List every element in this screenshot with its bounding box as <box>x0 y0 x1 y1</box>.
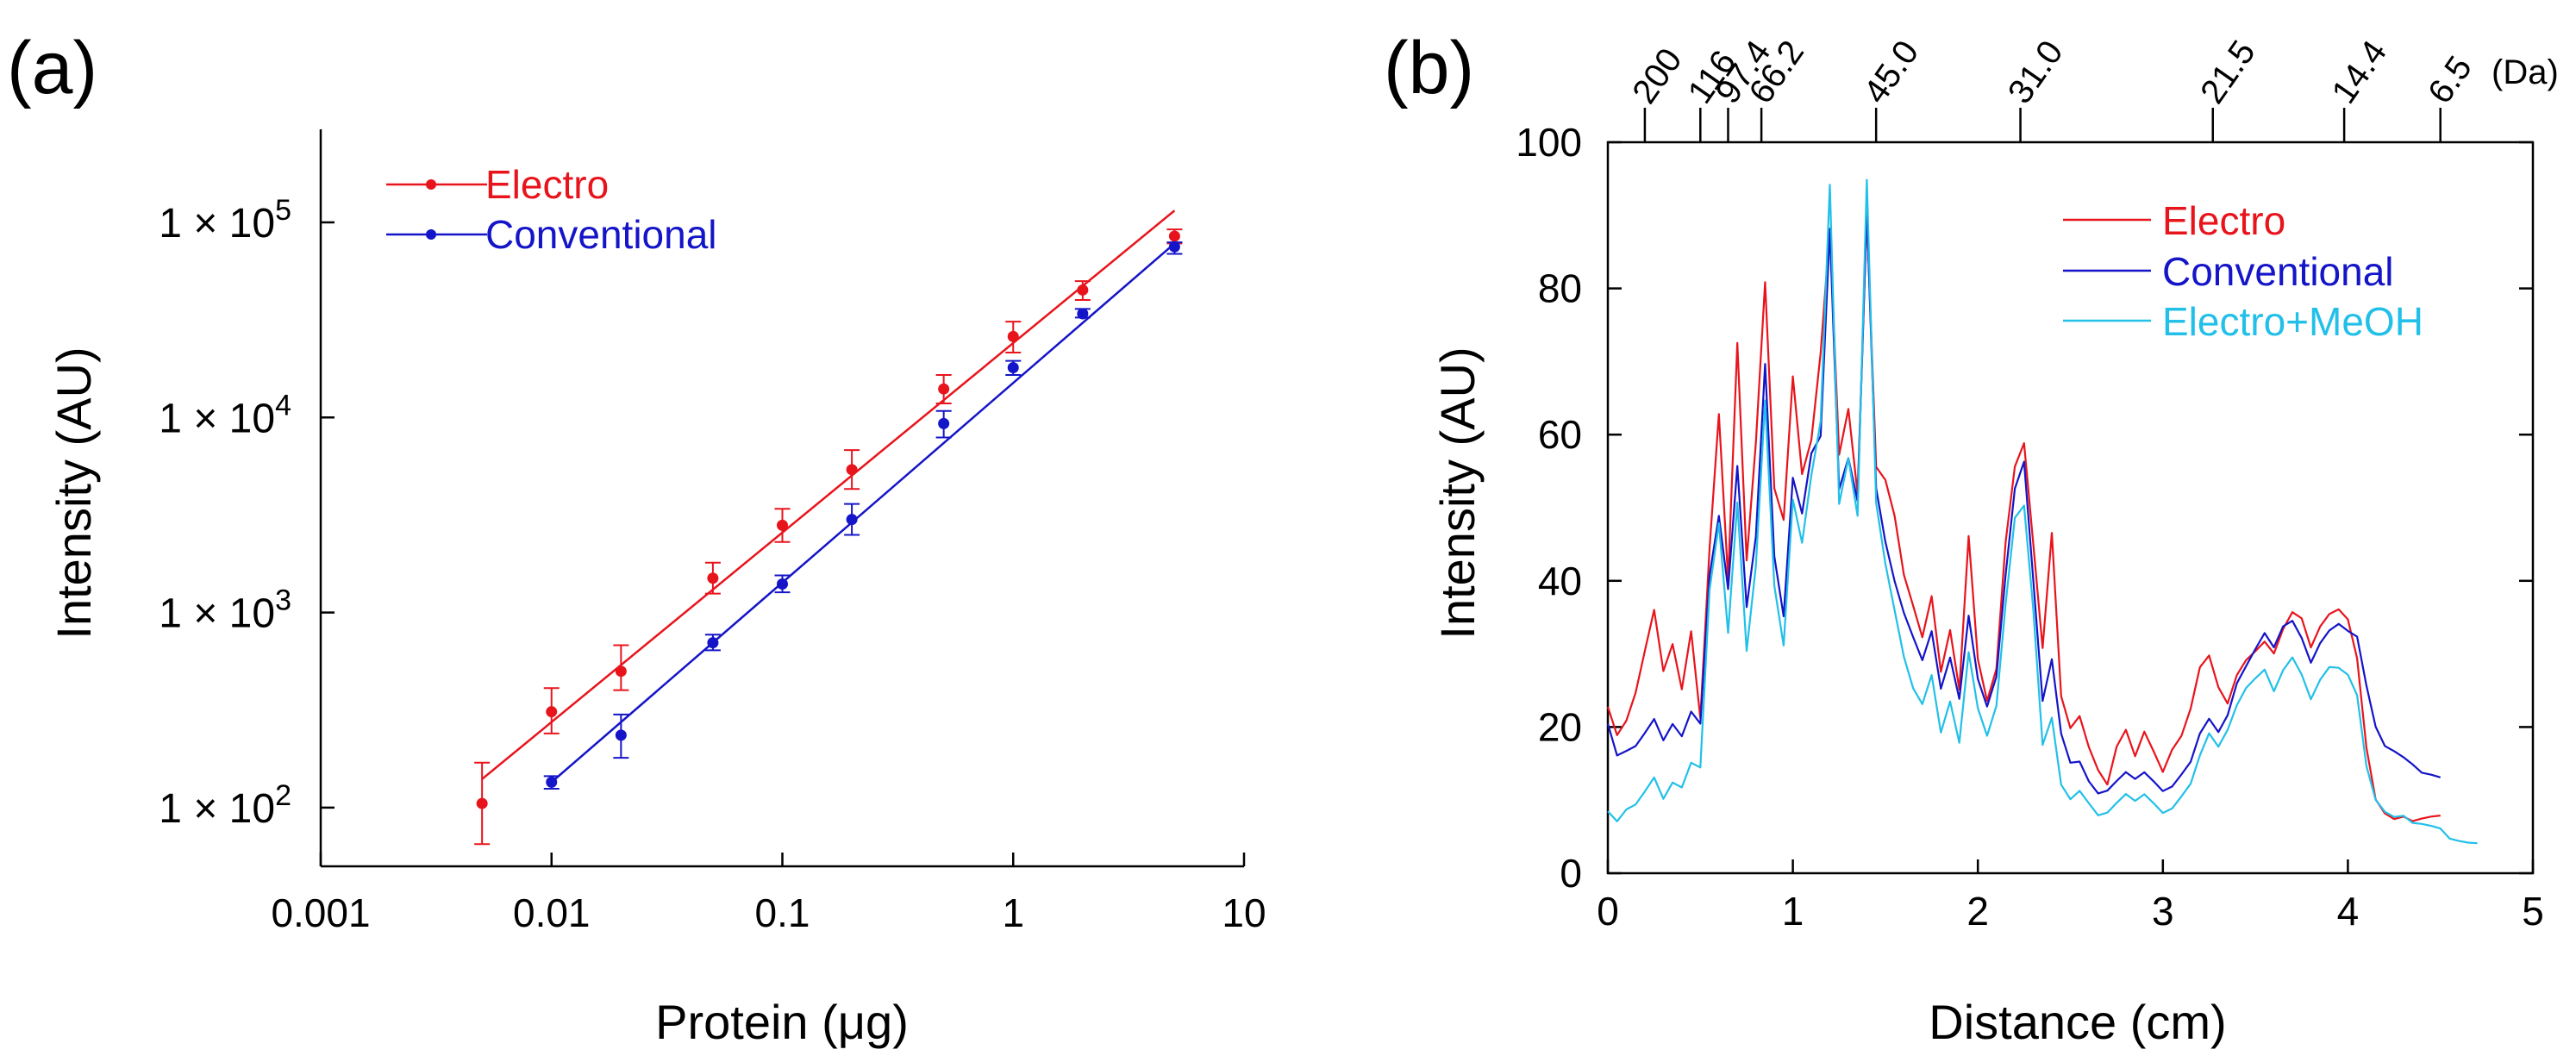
mw-marker-label: 45.0 <box>1856 34 1926 110</box>
panel-b-y-tick-label: 100 <box>1516 120 1582 165</box>
data-point-electro <box>846 464 858 476</box>
panel-a-y-tick-label: 1 × 104 <box>159 389 291 441</box>
panel-a-x-tick-label: 1 <box>1002 890 1024 935</box>
legend-label-meoh-b: Electro+MeOH <box>2162 299 2423 344</box>
legend-label-electro-b: Electro <box>2162 198 2285 243</box>
data-point-conventional <box>546 776 558 788</box>
data-point-conventional <box>1168 241 1180 253</box>
fit-line-conventional <box>550 242 1176 784</box>
panel-a-xlabel: Protein (μg) <box>655 995 909 1049</box>
panel-b-y-tick-label: 0 <box>1560 851 1582 896</box>
panel-b-series <box>1606 178 2478 845</box>
panel-a-series <box>474 209 1183 846</box>
data-point-electro <box>546 706 558 718</box>
data-point-conventional <box>615 729 627 741</box>
panel-b-y-tick-label: 60 <box>1538 412 1582 457</box>
panel-b-plot-frame <box>1606 141 2535 875</box>
panel-b-ticks: 0 1 2 3 4 5 0 20 40 60 80 100 <box>1516 120 2544 934</box>
data-point-electro <box>707 572 719 584</box>
trace-conventional <box>1606 208 2442 795</box>
legend-label-conventional-b: Conventional <box>2162 249 2394 294</box>
fit-line-electro <box>481 209 1176 780</box>
mw-unit-label: (Da) <box>2492 53 2559 91</box>
data-point-electro <box>1007 330 1019 342</box>
mw-marker-label: 14.4 <box>2324 34 2394 110</box>
data-point-electro <box>938 383 950 395</box>
data-point-electro <box>1077 284 1089 296</box>
panel-b-axes <box>1606 141 2535 875</box>
legend-label-conventional: Conventional <box>485 212 717 257</box>
panel-a-x-tick-label: 10 <box>1222 890 1266 935</box>
panel-a-legend: Electro Conventional <box>386 162 717 257</box>
trace-electro-meoh <box>1607 178 2478 845</box>
trace-electro <box>1606 212 2441 822</box>
panel-a-x-tick-label: 0.01 <box>513 890 591 935</box>
panel-b-y-tick-label: 40 <box>1538 559 1582 603</box>
panel-a-log-scatter: (a) 0.001 0.01 0.1 1 10 1 × 102 1 × 103 1 × 104… <box>7 27 1266 1049</box>
data-point-electro <box>1168 230 1180 242</box>
legend-marker-electro <box>426 179 436 190</box>
panel-b-x-tick-label: 3 <box>2152 889 2174 934</box>
data-point-conventional <box>1077 308 1089 320</box>
panel-b-xlabel: Distance (cm) <box>1929 995 2226 1049</box>
panel-b-legend: Electro Conventional Electro+MeOH <box>2063 198 2423 344</box>
panel-b-x-tick-label: 2 <box>1966 889 1989 934</box>
panel-a-ticks: 0.001 0.01 0.1 1 10 1 × 102 1 × 103 1 × 104 1 × … <box>159 194 1266 935</box>
legend-marker-conventional <box>426 229 436 240</box>
data-point-conventional <box>777 578 788 590</box>
panel-a-y-tick-label: 1 × 102 <box>159 779 291 832</box>
panel-a-x-tick-label: 0.001 <box>271 890 370 935</box>
data-point-conventional <box>846 514 858 526</box>
mw-marker-label: 21.5 <box>2193 34 2263 110</box>
panel-b-y-tick-label: 20 <box>1538 704 1582 749</box>
panel-a-x-tick-label: 0.1 <box>755 890 810 935</box>
data-point-conventional <box>938 417 950 429</box>
data-point-electro <box>615 665 627 678</box>
mw-marker-label: 31.0 <box>2001 34 2071 110</box>
data-point-conventional <box>1007 362 1019 374</box>
panel-b-x-tick-label: 0 <box>1597 889 1619 934</box>
panel-a-label: (a) <box>7 27 97 109</box>
panel-a-ylabel: Intensity (AU) <box>47 347 101 639</box>
panel-a-axes <box>319 129 1244 868</box>
panel-a-y-tick-label: 1 × 103 <box>159 584 291 637</box>
panel-b-label: (b) <box>1384 27 1474 109</box>
mw-marker-label: 200 <box>1625 41 1689 110</box>
panel-b-ylabel: Intensity (AU) <box>1430 347 1485 639</box>
data-point-electro <box>476 797 488 809</box>
legend-label-electro: Electro <box>485 162 609 207</box>
data-point-electro <box>777 519 788 531</box>
panel-b-y-tick-label: 80 <box>1538 266 1582 311</box>
panel-b-x-tick-label: 5 <box>2522 889 2544 934</box>
panel-b-x-tick-label: 1 <box>1782 889 1804 934</box>
panel-a-y-tick-label: 1 × 105 <box>159 194 291 247</box>
data-point-conventional <box>707 637 719 649</box>
mw-marker-label: 6.5 <box>2421 49 2479 110</box>
panel-b-x-tick-label: 4 <box>2337 889 2360 934</box>
